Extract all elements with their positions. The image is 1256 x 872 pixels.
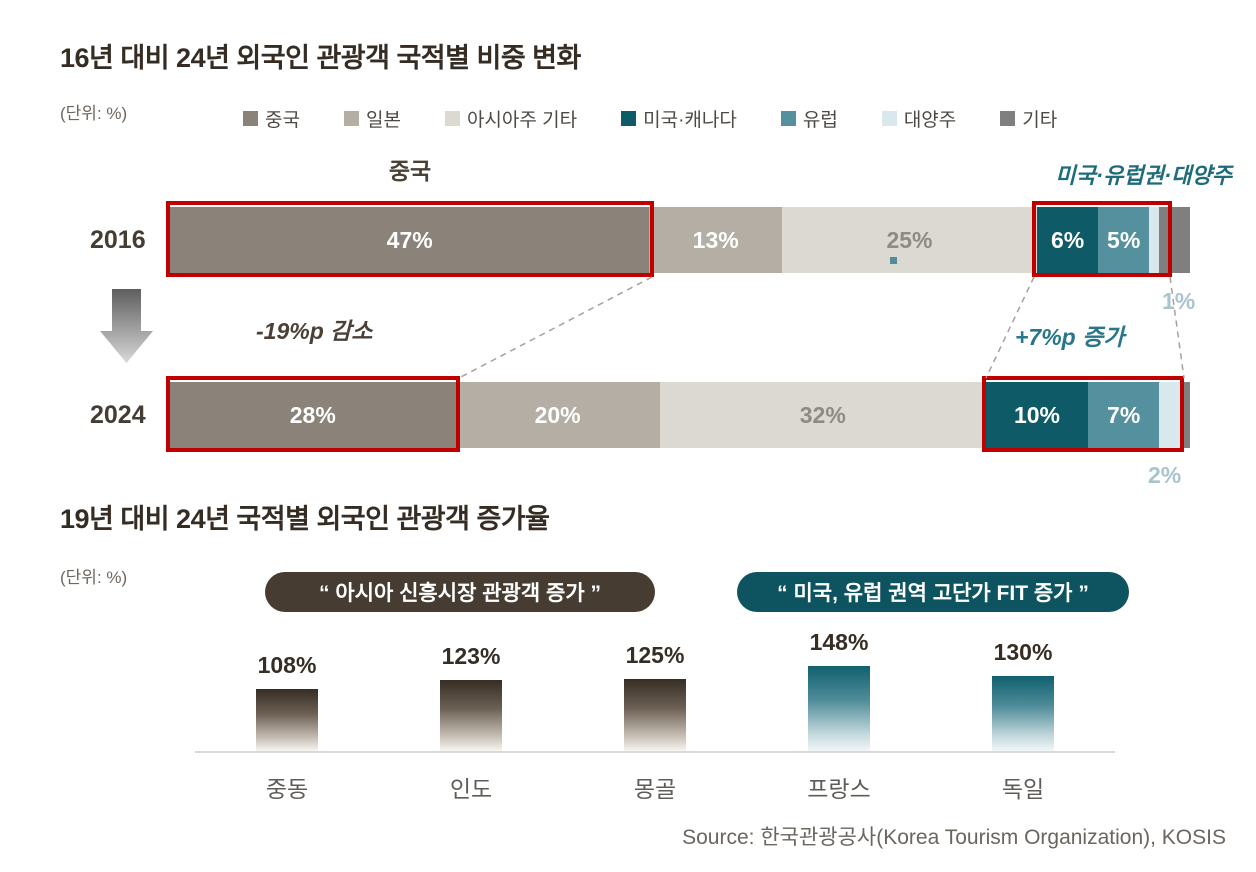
china-annotation: 중국 <box>170 152 650 186</box>
bar-column <box>624 679 686 751</box>
top-chart-title: 16년 대비 24년 외국인 관광객 국적별 비중 변화 <box>60 36 581 75</box>
badge-west: “ 미국, 유럽 권역 고단가 FIT 증가 ” <box>737 572 1129 612</box>
category-label-독일: 독일 <box>931 770 1115 804</box>
bottom-chart-title: 19년 대비 24년 국적별 외국인 관광객 증가율 <box>60 497 550 536</box>
source-note: Source: 한국관광공사(Korea Tourism Organizatio… <box>682 821 1226 851</box>
legend-item: 유럽 <box>781 105 838 132</box>
west-annotation: 미국·유럽권·대양주 <box>1055 158 1232 190</box>
legend-swatch-icon <box>243 111 258 126</box>
oceania-value-2016: 1% <box>1162 288 1195 315</box>
legend-label: 기타 <box>1022 105 1057 132</box>
bar-value-label: 148% <box>810 629 869 656</box>
category-label-프랑스: 프랑스 <box>747 770 931 804</box>
segment-value: 25% <box>886 227 932 254</box>
segment-value: 20% <box>535 402 581 429</box>
segment-아시아주 기타: 32% <box>660 382 986 448</box>
stray-marker-icon <box>890 257 897 264</box>
bar-value-label: 130% <box>994 639 1053 666</box>
legend-label: 일본 <box>366 105 401 132</box>
legend-swatch-icon <box>1000 111 1015 126</box>
bar-value-label: 108% <box>258 652 317 679</box>
category-label-몽골: 몽골 <box>563 770 747 804</box>
legend-label: 중국 <box>265 105 300 132</box>
legend-item: 기타 <box>1000 105 1057 132</box>
segment-아시아주 기타: 25% <box>782 207 1037 273</box>
highlight-box-china-2024 <box>166 376 460 452</box>
legend-item: 미국·캐나다 <box>621 105 737 132</box>
legend-swatch-icon <box>781 111 796 126</box>
axis-baseline <box>195 751 1115 753</box>
segment-일본: 20% <box>456 382 660 448</box>
down-arrow-icon <box>100 289 153 363</box>
segment-일본: 13% <box>649 207 782 273</box>
bar-column <box>992 676 1054 751</box>
segment-value: 32% <box>800 402 846 429</box>
oceania-value-2024: 2% <box>1148 462 1181 489</box>
segment-value: 13% <box>693 227 739 254</box>
legend-swatch-icon <box>445 111 460 126</box>
bar-value-label: 123% <box>442 643 501 670</box>
year-label-2024: 2024 <box>90 382 146 448</box>
bottom-unit-label: (단위: %) <box>60 563 127 588</box>
legend-item: 중국 <box>243 105 300 132</box>
legend-label: 유럽 <box>803 105 838 132</box>
bar-중동: 108% <box>195 652 379 751</box>
bar-독일: 130% <box>931 639 1115 751</box>
legend-swatch-icon <box>882 111 897 126</box>
legend: 중국 일본 아시아주 기타 미국·캐나다 유럽 대양주 기타 <box>243 105 1057 132</box>
category-label-중동: 중동 <box>195 770 379 804</box>
badge-asia: “ 아시아 신흥시장 관광객 증가 ” <box>265 572 655 612</box>
top-unit-label: (단위: %) <box>60 99 127 124</box>
bar-column <box>440 680 502 751</box>
highlight-box-west-2024 <box>982 376 1184 452</box>
legend-item: 대양주 <box>882 105 956 132</box>
highlight-box-china-2016 <box>166 201 654 277</box>
legend-swatch-icon <box>621 111 636 126</box>
year-label-2016: 2016 <box>90 207 146 273</box>
bar-몽골: 125% <box>563 642 747 751</box>
bar-인도: 123% <box>379 643 563 751</box>
category-labels: 중동인도몽골프랑스독일 <box>195 770 1115 804</box>
highlight-box-west-2016 <box>1032 201 1172 277</box>
category-label-인도: 인도 <box>379 770 563 804</box>
increase-annotation: +7%p 증가 <box>1015 318 1124 352</box>
legend-item: 일본 <box>344 105 401 132</box>
growth-bar-chart: 108% 123% 125% 148% 130% <box>195 612 1115 751</box>
legend-label: 미국·캐나다 <box>643 105 737 132</box>
bar-column <box>808 666 870 751</box>
bar-column <box>256 689 318 751</box>
legend-item: 아시아주 기타 <box>445 105 577 132</box>
bar-프랑스: 148% <box>747 629 931 751</box>
tourism-infographic: 16년 대비 24년 외국인 관광객 국적별 비중 변화 (단위: %) 중국 일… <box>0 0 1256 872</box>
legend-label: 아시아주 기타 <box>467 105 577 132</box>
legend-swatch-icon <box>344 111 359 126</box>
legend-label: 대양주 <box>904 105 956 132</box>
bar-value-label: 125% <box>626 642 685 669</box>
decrease-annotation: -19%p 감소 <box>256 312 372 346</box>
